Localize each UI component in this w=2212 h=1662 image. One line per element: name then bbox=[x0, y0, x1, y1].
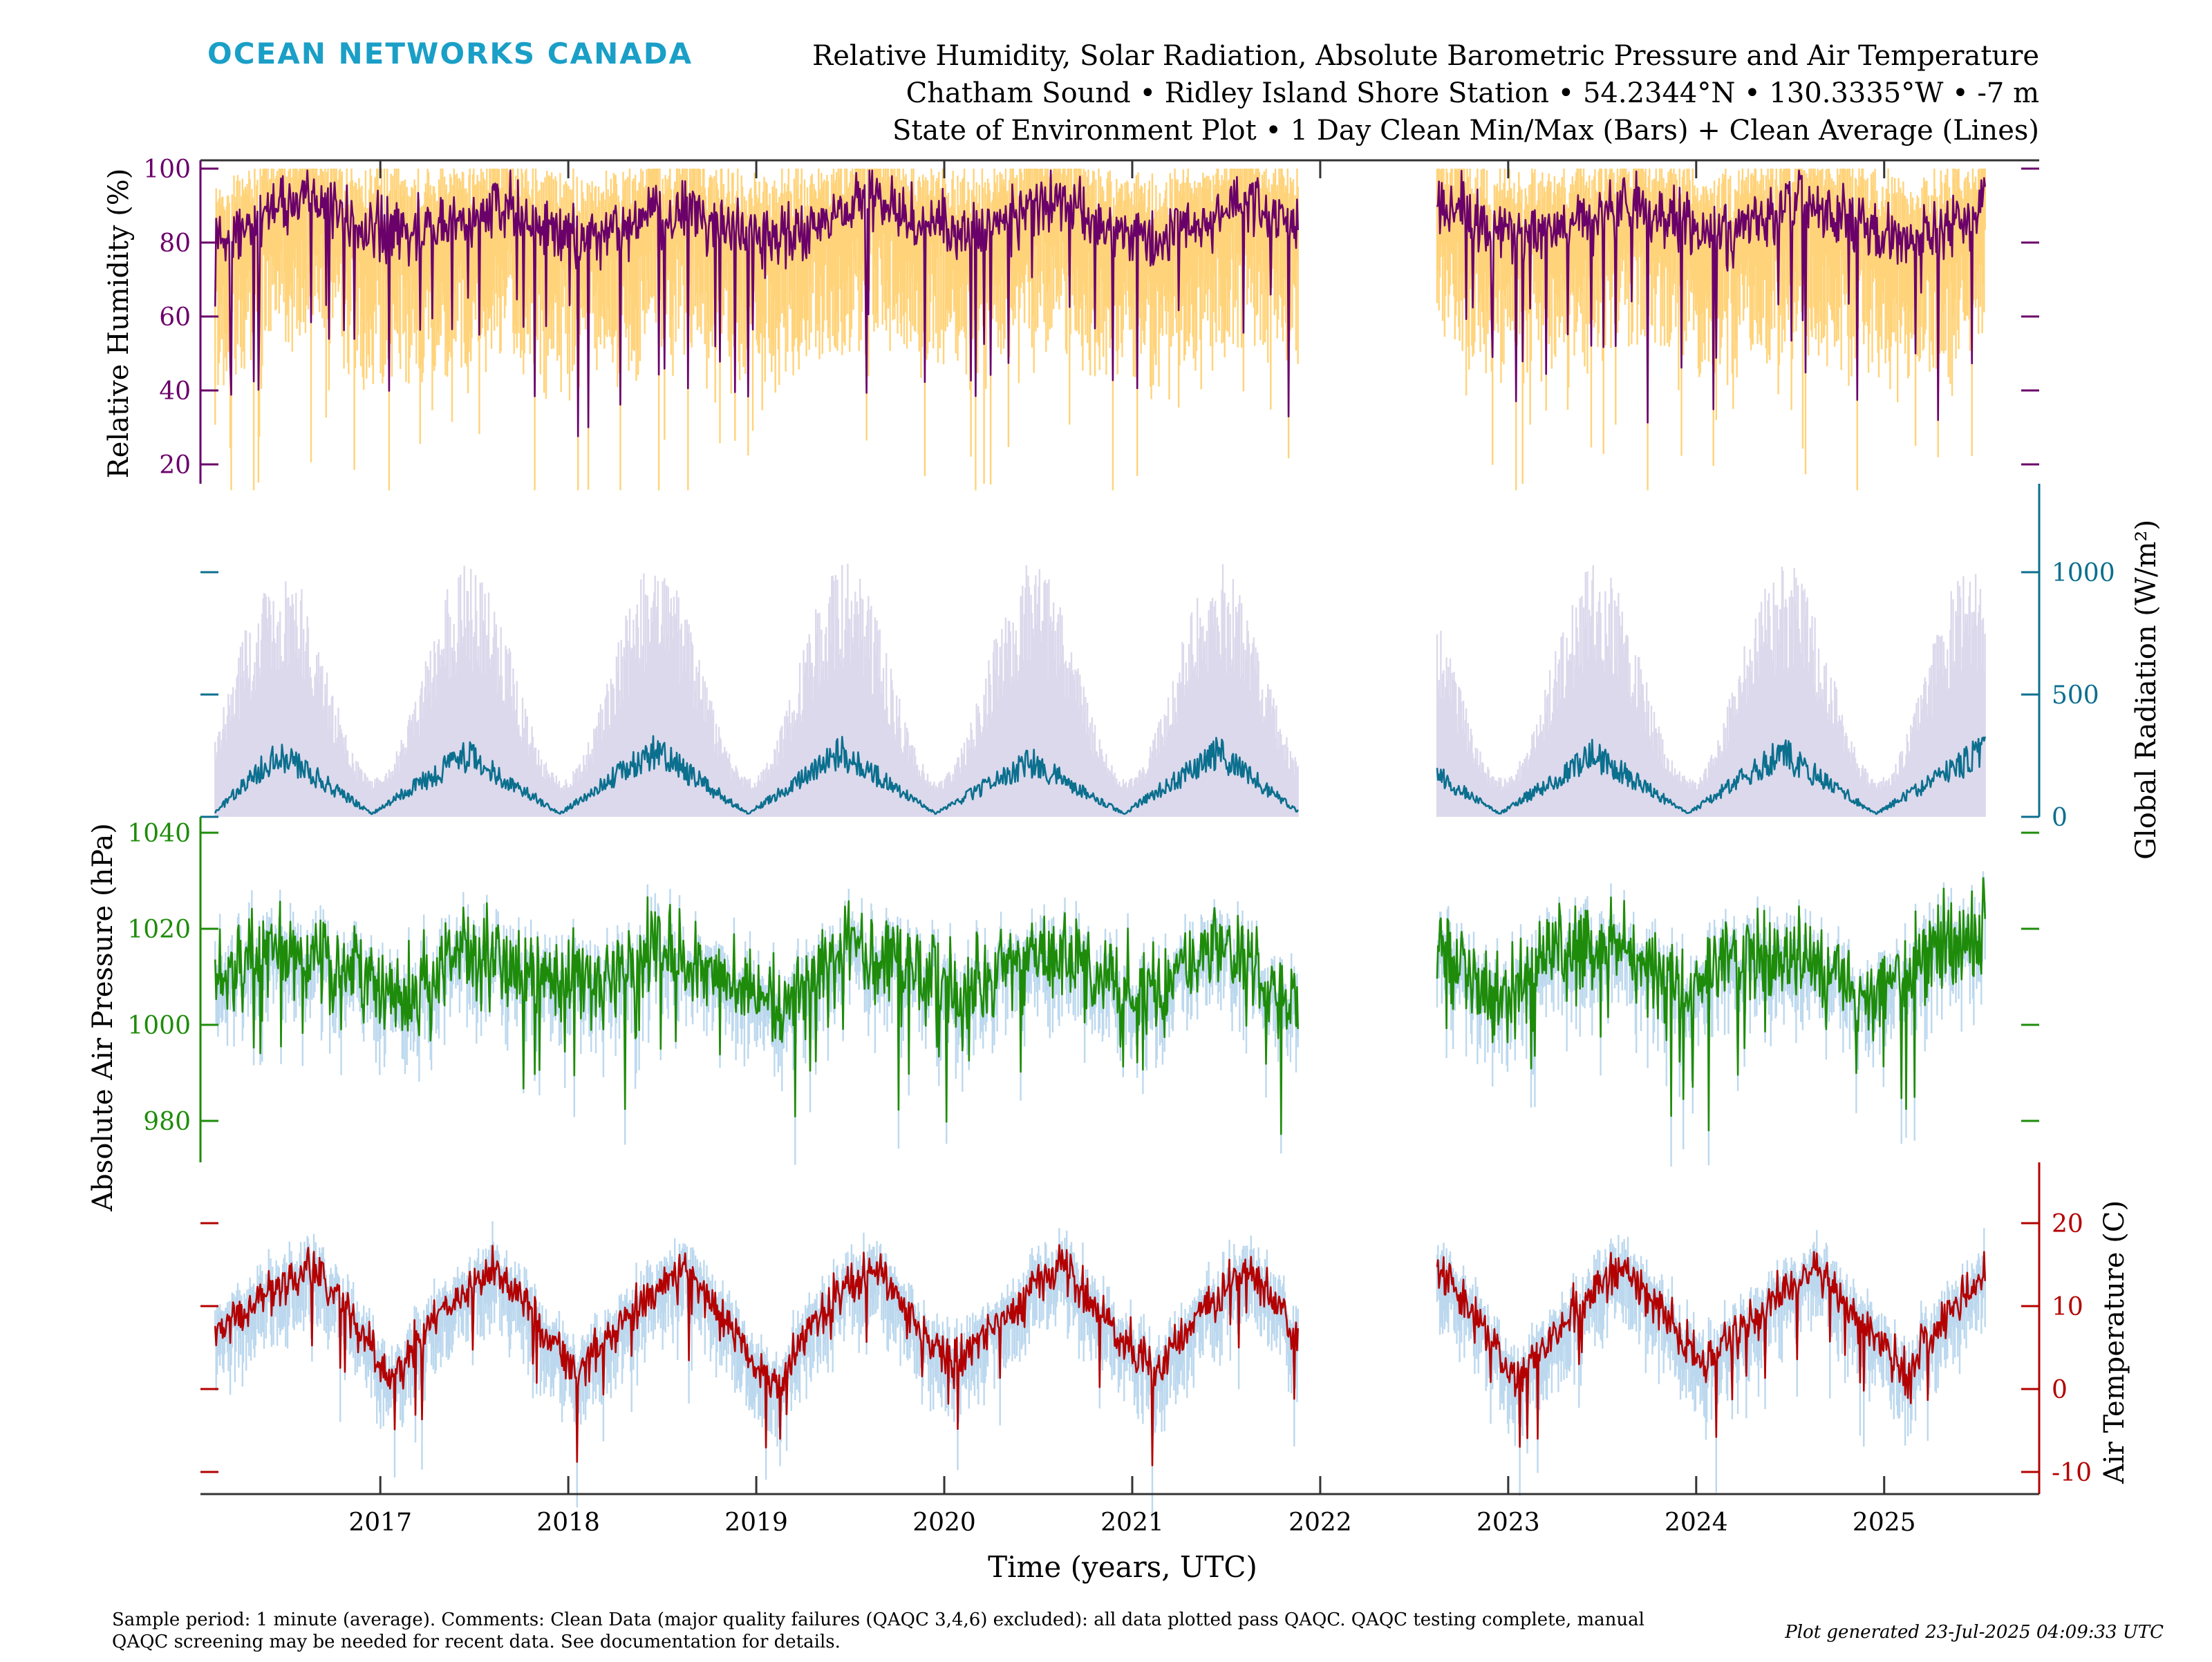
axes-layer: 2040608010005001000980100010201040-10010… bbox=[127, 155, 2115, 1537]
footer-comments: Sample period: 1 minute (average). Comme… bbox=[112, 1609, 1771, 1653]
rh-y-tick-label-2: 60 bbox=[159, 303, 191, 332]
plot-generated-stamp: Plot generated 23-Jul-2025 04:09:33 UTC bbox=[1785, 1622, 2164, 1643]
humidity-axis-label: Relative Humidity (%) bbox=[103, 169, 135, 479]
rh-y-tick-label-1: 40 bbox=[159, 377, 191, 406]
rh-average-line-1 bbox=[1436, 169, 1986, 424]
x-axis-label: Time (years, UTC) bbox=[988, 1550, 1257, 1584]
x-tick-label-2: 2019 bbox=[724, 1509, 788, 1537]
footer-comment-line-2: QAQC screening may be needed for recent … bbox=[112, 1632, 841, 1652]
pres-y-tick-label-0: 980 bbox=[143, 1108, 191, 1136]
x-tick-label-6: 2023 bbox=[1477, 1509, 1540, 1537]
pres-average-line-0 bbox=[214, 896, 1299, 1135]
x-tick-label-1: 2018 bbox=[536, 1509, 600, 1537]
title-line-3: State of Environment Plot • 1 Day Clean … bbox=[892, 115, 2039, 147]
rad-minmax-bars-0 bbox=[214, 563, 1299, 817]
rh-y-tick-label-4: 100 bbox=[143, 155, 191, 184]
rad-minmax-bars-1 bbox=[1436, 565, 1986, 817]
rad-minmax-bars-segment-1 bbox=[1436, 565, 1986, 817]
radiation-axis-label: Global Radiation (W/m²) bbox=[2130, 520, 2162, 860]
temp-y-tick-label-0: -10 bbox=[2052, 1459, 2092, 1487]
rad-minmax-bars-segment-0 bbox=[214, 563, 1299, 817]
pres-minmax-bars-segment-0 bbox=[214, 884, 1299, 1165]
title-line-1: Relative Humidity, Solar Radiation, Abso… bbox=[812, 40, 2039, 72]
rad-y-tick-label-1: 500 bbox=[2052, 681, 2099, 710]
pres-y-tick-label-2: 1020 bbox=[127, 916, 191, 944]
brand-logo-text: OCEAN NETWORKS CANADA bbox=[207, 37, 693, 70]
pressure-axis-label: Absolute Air Pressure (hPa) bbox=[87, 823, 119, 1212]
pres-y-tick-label-3: 1040 bbox=[127, 820, 191, 848]
title-line-2: Chatham Sound • Ridley Island Shore Stat… bbox=[906, 77, 2039, 109]
temp-average-line-1 bbox=[1436, 1251, 1986, 1448]
x-tick-label-8: 2025 bbox=[1853, 1509, 1916, 1537]
temp-y-tick-label-3: 20 bbox=[2052, 1210, 2083, 1238]
x-tick-label-3: 2020 bbox=[912, 1509, 976, 1537]
x-tick-label-5: 2022 bbox=[1288, 1509, 1352, 1537]
x-tick-label-0: 2017 bbox=[348, 1509, 412, 1537]
pres-minmax-bars-0 bbox=[214, 884, 1299, 1165]
rh-y-tick-label-3: 80 bbox=[159, 229, 191, 258]
x-tick-label-4: 2021 bbox=[1100, 1509, 1164, 1537]
rh-y-tick-label-0: 20 bbox=[159, 451, 191, 480]
footer-comment-line-1: Sample period: 1 minute (average). Comme… bbox=[112, 1609, 1644, 1630]
temp-average-line-0 bbox=[214, 1244, 1299, 1466]
rad-y-tick-label-0: 0 bbox=[2052, 804, 2068, 832]
temp-y-tick-label-2: 10 bbox=[2052, 1293, 2083, 1321]
average-lines-layer bbox=[214, 169, 1986, 1466]
temp-y-tick-label-1: 0 bbox=[2052, 1376, 2068, 1404]
rad-average-line-0 bbox=[214, 735, 1299, 815]
x-tick-label-7: 2024 bbox=[1665, 1509, 1728, 1537]
rad-average-line-1 bbox=[1436, 736, 1986, 815]
rad-y-tick-label-2: 1000 bbox=[2052, 559, 2115, 587]
rh-average-line-0 bbox=[214, 169, 1299, 437]
pres-average-line-1 bbox=[1436, 877, 1986, 1131]
temperature-axis-label: Air Temperature (C) bbox=[2099, 1200, 2130, 1484]
pres-y-tick-label-1: 1000 bbox=[127, 1012, 191, 1040]
